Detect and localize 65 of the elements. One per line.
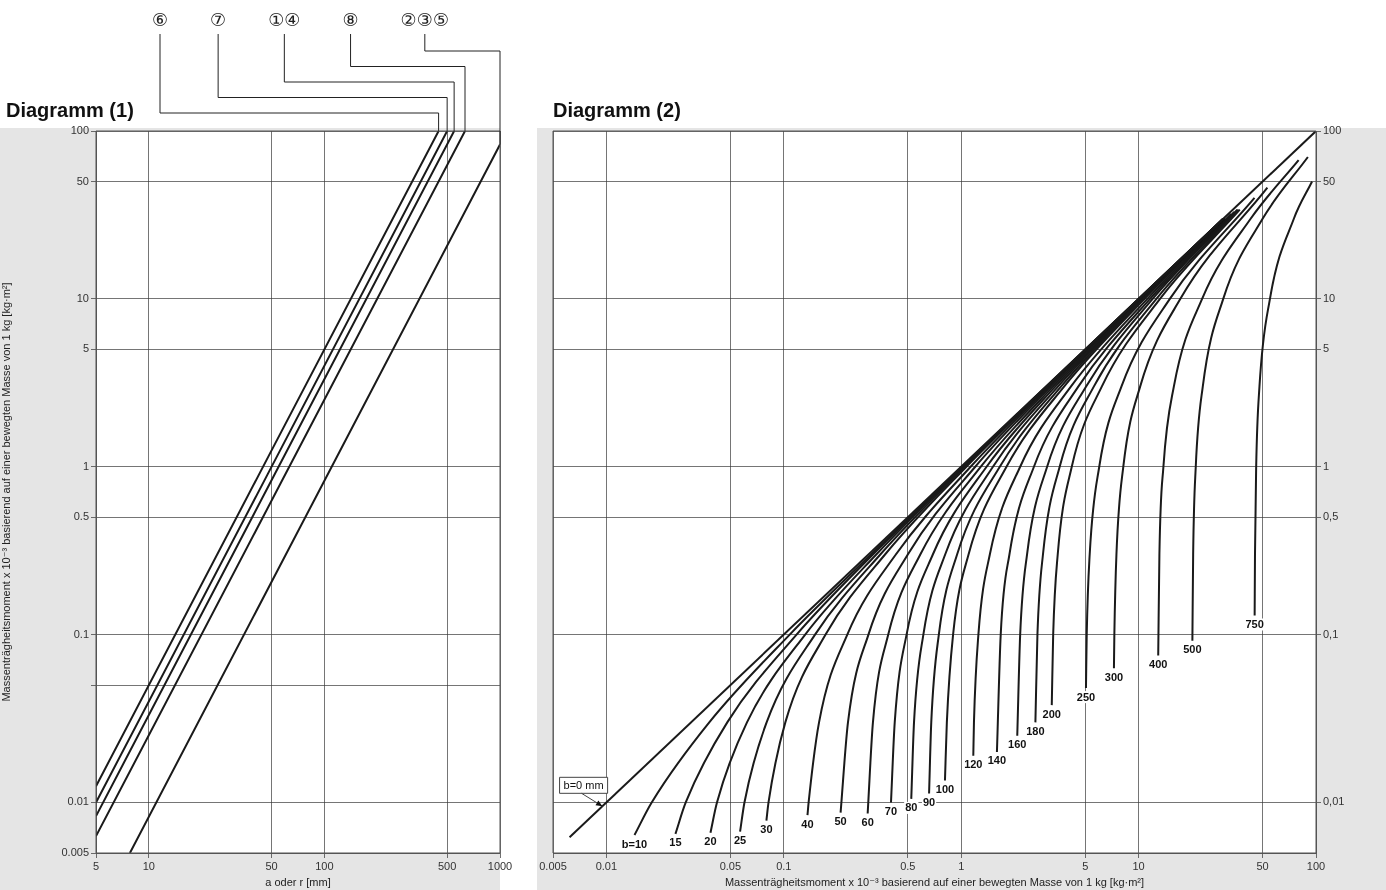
series-label: 20 bbox=[704, 835, 717, 848]
series-label: 250 bbox=[1076, 690, 1096, 703]
y-tick-label: 1 bbox=[1323, 459, 1330, 472]
text: ①④ bbox=[268, 8, 301, 30]
series-label: 400 bbox=[1149, 658, 1168, 671]
y-tick-label: 5 bbox=[1323, 342, 1330, 355]
x-tick-label: 10 bbox=[142, 859, 155, 872]
x-tick-label: 10 bbox=[1132, 859, 1145, 872]
x-tick-label: 0.005 bbox=[539, 859, 567, 872]
x-tick-label: 5 bbox=[92, 859, 100, 872]
y-tick-label: 100 bbox=[1323, 124, 1342, 137]
y-tick-label: 0.005 bbox=[61, 846, 89, 859]
x-tick-label: 0.1 bbox=[776, 859, 792, 872]
y-tick-label: 0,1 bbox=[1323, 627, 1339, 640]
series-label: 180 bbox=[1026, 724, 1045, 737]
series-label: 300 bbox=[1104, 670, 1124, 683]
chart-title: Diagramm (2) bbox=[553, 99, 681, 121]
x-tick-label: 0.5 bbox=[900, 859, 916, 872]
series-label: 100 bbox=[935, 783, 955, 796]
text: ②③⑤ bbox=[400, 8, 450, 30]
series-label: b=0 mm bbox=[563, 778, 604, 791]
x-tick-label: 1 bbox=[958, 859, 965, 872]
y-tick-label: 100 bbox=[70, 124, 89, 137]
x-tick-label: 100 bbox=[315, 859, 334, 872]
series-label: 160 bbox=[1008, 738, 1027, 751]
x-tick-label: 5 bbox=[1082, 859, 1089, 872]
y-tick-label: 0,5 bbox=[1323, 510, 1339, 523]
y-tick-label: 1 bbox=[82, 459, 89, 472]
x-tick-label: 50 bbox=[1256, 859, 1269, 872]
series-label: 15 bbox=[669, 836, 682, 849]
text: ⑥ bbox=[151, 8, 169, 30]
y-tick-label: 5 bbox=[82, 342, 89, 355]
x-tick-label: 50 bbox=[265, 859, 278, 872]
y-tick-label: 50 bbox=[76, 174, 89, 187]
series-label: 80 bbox=[905, 801, 918, 814]
series-label: 70 bbox=[884, 805, 898, 817]
series-label: 90 bbox=[922, 796, 936, 809]
series-label: 120 bbox=[964, 758, 983, 771]
x-axis-title: Massenträgheitsmoment x 10⁻³ basierend auf einer bewegten Masse von 1 kg [kg·m²] bbox=[724, 876, 1145, 889]
chart-title: Diagramm (1) bbox=[6, 99, 134, 121]
y-tick-label: 0.1 bbox=[73, 627, 89, 640]
y-tick-label: 0,01 bbox=[1323, 795, 1345, 808]
y-tick-label: 10 bbox=[1323, 291, 1336, 304]
y-tick-label: 0.01 bbox=[67, 795, 89, 808]
series-label: 200 bbox=[1042, 707, 1061, 720]
x-axis-title: a oder r [mm] bbox=[265, 876, 331, 889]
series-label: 40 bbox=[801, 817, 814, 830]
y-tick-label: 10 bbox=[76, 291, 89, 304]
series-label: 500 bbox=[1183, 643, 1202, 656]
y-tick-label: 0.5 bbox=[73, 510, 89, 523]
series-label: 60 bbox=[861, 815, 874, 828]
x-tick-label: 0.05 bbox=[719, 859, 742, 872]
y-axis-title: Massenträgheitsmoment x 10⁻³ basierend auf einer bewegten Masse von 1 kg [kg·m²] bbox=[0, 282, 12, 702]
x-tick-label: 1000 bbox=[487, 859, 513, 872]
series-label: b=10 bbox=[621, 837, 648, 850]
series-label: 50 bbox=[834, 815, 847, 828]
series-label: 140 bbox=[987, 754, 1007, 767]
text: ⑧ bbox=[342, 8, 359, 30]
series-label: 750 bbox=[1245, 618, 1264, 630]
x-tick-label: 0.01 bbox=[595, 859, 618, 872]
text: ⑦ bbox=[210, 8, 227, 30]
series-label: 25 bbox=[733, 834, 747, 847]
y-tick-label: 50 bbox=[1323, 174, 1336, 187]
series-label: 30 bbox=[760, 823, 773, 836]
x-tick-label: 500 bbox=[437, 859, 457, 872]
